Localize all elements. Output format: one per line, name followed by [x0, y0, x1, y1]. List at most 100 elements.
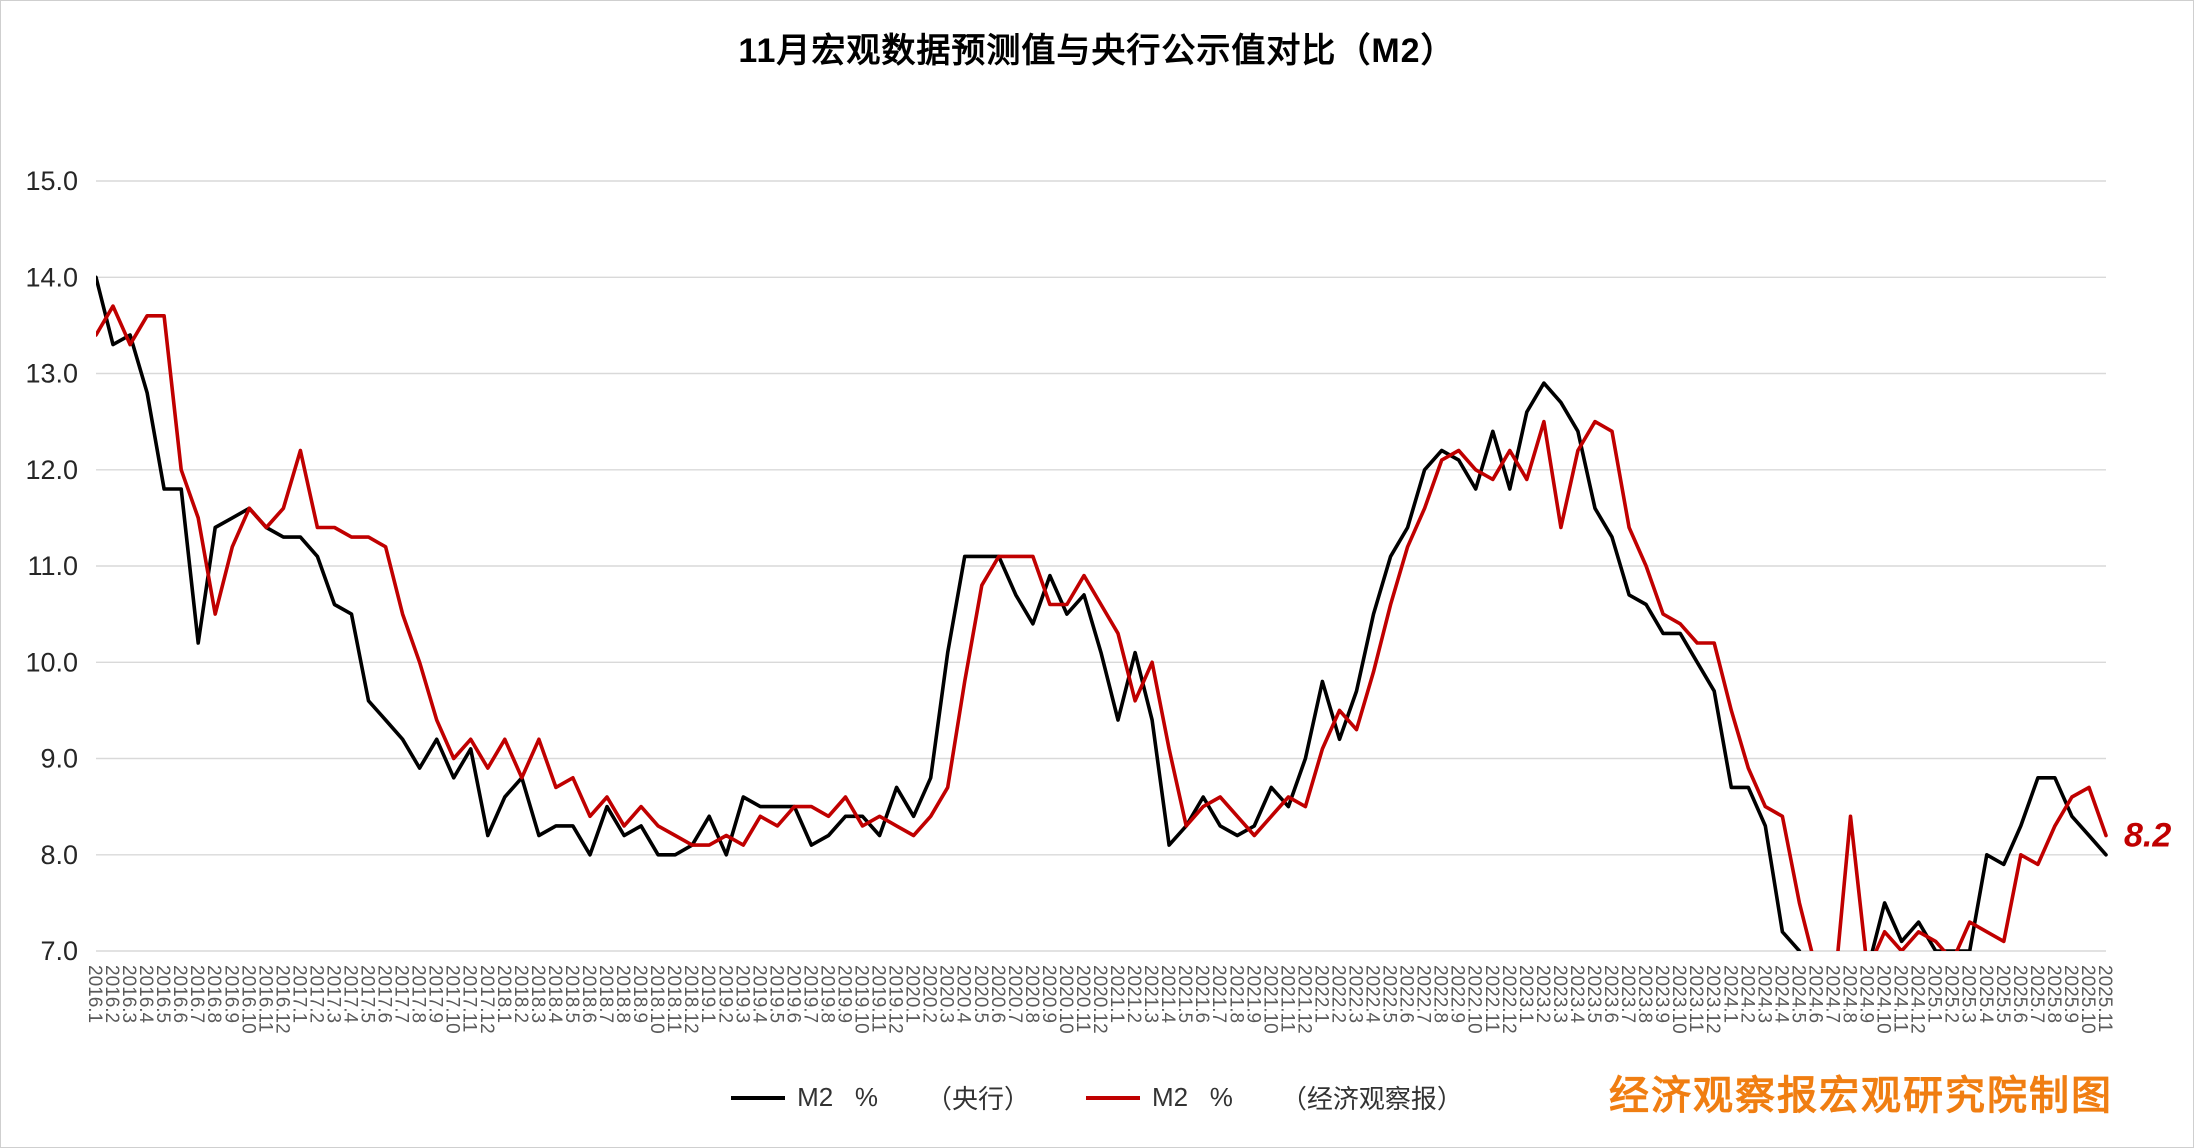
x-axis-tick-label: 2020.8: [1021, 965, 1042, 1023]
x-axis-tick-label: 2016.6: [169, 965, 190, 1023]
x-axis-tick-label: 2019.10: [851, 965, 872, 1034]
x-axis-tick-label: 2017.4: [340, 965, 361, 1024]
y-axis-tick-label: 15.0: [25, 166, 78, 196]
x-axis-tick-label: 2021.9: [1242, 965, 1263, 1023]
x-axis-tick-label: 2023.2: [1532, 965, 1553, 1023]
legend-source-central-bank: （央行）: [925, 1084, 1030, 1114]
x-axis-tick-label: 2018.7: [595, 965, 616, 1023]
x-axis-tick-label: 2020.4: [953, 965, 974, 1024]
y-axis-tick-label: 11.0: [27, 551, 78, 581]
x-axis-tick-label: 2024.5: [1787, 965, 1808, 1023]
x-axis-tick-label: 2022.2: [1328, 965, 1349, 1023]
x-axis-tick-label: 2024.11: [1890, 965, 1911, 1032]
x-axis-tick-label: 2020.9: [1038, 965, 1059, 1023]
x-axis-tick-label: 2022.5: [1379, 965, 1400, 1023]
x-axis-tick-label: 2016.11: [254, 965, 275, 1032]
y-axis-tick-label: 8.0: [40, 840, 78, 870]
x-axis-tick-label: 2025.7: [2026, 965, 2047, 1023]
x-axis-tick-label: 2018.10: [646, 965, 667, 1034]
x-axis-tick-label: 2021.11: [1276, 965, 1297, 1032]
x-axis-tick-label: 2025.11: [2094, 965, 2115, 1032]
x-axis-tick-label: 2024.3: [1753, 965, 1774, 1023]
x-axis-tick-label: 2025.3: [1958, 965, 1979, 1023]
x-axis-tick-label: 2017.5: [357, 965, 378, 1023]
x-axis-tick-label: 2017.11: [459, 965, 480, 1032]
x-axis-tick-label: 2025.9: [2060, 965, 2081, 1023]
central-bank-line-swatch: [731, 1095, 786, 1100]
x-axis-tick-label: 2019.4: [748, 965, 769, 1024]
legend-item-forecast: M2 % （经济观察报）: [1086, 1079, 1463, 1116]
x-axis-tick-label: 2022.8: [1430, 965, 1451, 1023]
x-axis-tick-label: 2017.8: [408, 965, 429, 1023]
x-axis-tick-label: 2019.5: [765, 965, 786, 1023]
x-axis-tick-label: 2023.9: [1651, 965, 1672, 1023]
legend-item-central-bank: M2 % （央行）: [731, 1079, 1086, 1116]
x-axis-tick-label: 2025.2: [1941, 965, 1962, 1023]
x-axis-tick-label: 2018.5: [561, 965, 582, 1023]
x-axis-tick-label: 2024.1: [1719, 965, 1740, 1023]
x-axis-tick-label: 2021.1: [1106, 965, 1127, 1023]
x-axis-tick-label: 2018.11: [663, 965, 684, 1032]
x-axis-tick-label: 2017.1: [288, 965, 309, 1023]
x-axis-tick-label: 2019.9: [834, 965, 855, 1023]
x-axis-tick-label: 2018.3: [527, 965, 548, 1023]
x-axis-tick-label: 2021.10: [1259, 965, 1280, 1034]
x-axis-tick-label: 2016.8: [203, 965, 224, 1023]
x-axis-tick-label: 2017.6: [374, 965, 395, 1023]
x-axis-tick-label: 2016.1: [84, 965, 105, 1023]
line-series-central-bank: [96, 275, 2108, 951]
x-axis-tick-label: 2016.9: [220, 965, 241, 1023]
x-axis-tick-label: 2022.4: [1362, 965, 1383, 1024]
x-axis-tick-label: 2018.1: [493, 965, 514, 1023]
x-axis-tick-label: 2021.2: [1123, 965, 1144, 1023]
x-axis-tick-label: 2018.2: [510, 965, 531, 1023]
x-axis-tick-label: 2017.2: [305, 965, 326, 1023]
x-axis-tick-label: 2024.12: [1907, 965, 1928, 1034]
x-axis-tick-label: 2016.12: [271, 965, 292, 1034]
line-series-forecast: [96, 304, 2108, 951]
x-axis-tick-label: 2024.7: [1822, 965, 1843, 1023]
x-axis-tick-label: 2018.6: [578, 965, 599, 1023]
y-axis-tick-label: 10.0: [25, 647, 78, 677]
latest-value-annotation: 8.2: [2124, 817, 2171, 855]
x-axis-tick-label: 2020.12: [1089, 965, 1110, 1034]
x-axis-tick-label: 2019.7: [799, 965, 820, 1023]
x-axis-tick-label: 2024.6: [1804, 965, 1825, 1023]
x-axis-tick-label: 2019.12: [885, 965, 906, 1034]
x-axis-tick-label: 2022.7: [1413, 965, 1434, 1023]
x-axis-tick-label: 2023.3: [1549, 965, 1570, 1023]
x-axis-tick-label: 2020.3: [936, 965, 957, 1023]
y-axis-tick-label: 9.0: [40, 744, 78, 774]
x-axis-tick-label: 2024.8: [1839, 965, 1860, 1023]
x-axis-tick-label: 2022.3: [1345, 965, 1366, 1023]
x-axis-tick-label: 2023.10: [1668, 965, 1689, 1034]
x-axis-tick-label: 2023.5: [1583, 965, 1604, 1023]
x-axis-tick-label: 2022.12: [1498, 965, 1519, 1034]
x-axis-tick-label: 2016.4: [135, 965, 156, 1024]
x-axis-tick-label: 2021.6: [1191, 965, 1212, 1023]
x-axis-tick-label: 2025.5: [1992, 965, 2013, 1023]
x-axis-tick-label: 2024.9: [1856, 965, 1877, 1023]
x-axis-tick-label: 2024.2: [1736, 965, 1757, 1023]
x-axis-tick-label: 2021.7: [1208, 965, 1229, 1023]
x-axis-tick-label: 2022.6: [1396, 965, 1417, 1023]
x-axis-tick-label: 2017.3: [323, 965, 344, 1023]
x-axis-tick-label: 2019.1: [697, 965, 718, 1023]
x-axis-tick-label: 2021.4: [1157, 965, 1178, 1024]
y-axis-tick-label: 7.0: [40, 936, 78, 966]
x-axis-tick-label: 2022.1: [1310, 965, 1331, 1023]
x-axis-tick-label: 2023.8: [1634, 965, 1655, 1023]
x-axis-tick-label: 2024.4: [1770, 965, 1791, 1024]
x-axis-tick-label: 2016.10: [237, 965, 258, 1034]
x-axis-tick-label: 2020.11: [1072, 965, 1093, 1032]
y-axis-tick-label: 14.0: [25, 262, 78, 292]
x-axis-tick-label: 2019.11: [868, 965, 889, 1032]
x-axis-tick-label: 2016.3: [118, 965, 139, 1023]
x-axis-tick-label: 2019.8: [817, 965, 838, 1023]
x-axis-tick-label: 2017.10: [442, 965, 463, 1034]
x-axis-tick-label: 2021.12: [1293, 965, 1314, 1034]
x-axis-tick-label: 2020.1: [902, 965, 923, 1023]
x-axis-tick-label: 2018.9: [629, 965, 650, 1023]
x-axis-tick-label: 2023.11: [1685, 965, 1706, 1032]
